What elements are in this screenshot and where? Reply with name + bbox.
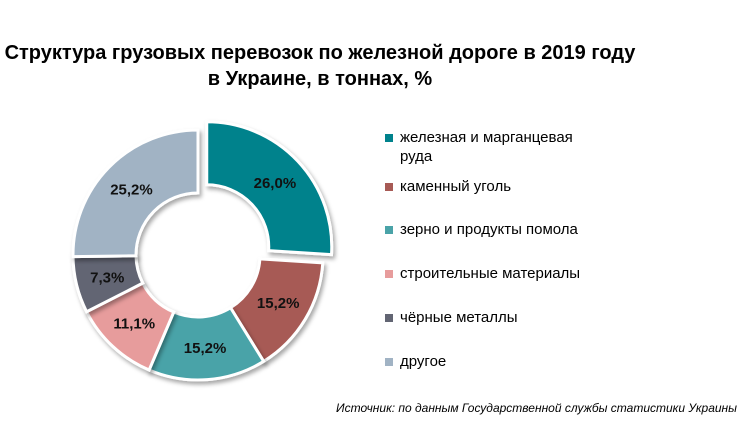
legend-item-ferrous-metals: чёрные металлы — [385, 308, 635, 327]
donut-slice-iron-ore — [205, 120, 334, 257]
legend-label: другое — [400, 353, 447, 370]
legend-swatch — [385, 314, 393, 322]
legend-label: строительные материалы — [400, 265, 581, 282]
slice-label-iron-ore: 26,0% — [254, 175, 297, 192]
legend-swatch — [385, 358, 393, 366]
source-note: Источник: по данным Государственной служ… — [336, 401, 737, 415]
slice-label-grain: 15,2% — [184, 340, 227, 357]
chart-title: Структура грузовых перевозок по железной… — [0, 40, 640, 92]
legend-label: каменный уголь — [400, 178, 512, 195]
legend-swatch — [385, 134, 393, 142]
legend-label: зерно и продукты помола — [400, 221, 578, 238]
slice-label-ferrous-metals: 7,3% — [90, 269, 124, 286]
legend-item-coal: каменный уголь — [385, 177, 635, 196]
donut-slices — [71, 120, 334, 382]
donut-slice-other — [71, 128, 200, 259]
legend-label: чёрные металлы — [400, 309, 518, 326]
donut-slice-labels: 26,0% 15,2% 15,2% 11,1% 7,3% 25,2% — [90, 175, 299, 357]
slice-label-construction: 11,1% — [113, 315, 155, 332]
slice-label-coal: 15,2% — [257, 295, 300, 312]
legend-item-other: другое — [385, 352, 635, 371]
legend-label: железная и марганцевая руда — [400, 129, 573, 165]
legend-item-grain: зерно и продукты помола — [385, 220, 635, 239]
chart-title-line-2: в Украине, в тоннах, % — [207, 68, 433, 90]
legend-item-construction: строительные материалы — [385, 264, 635, 283]
legend-swatch — [385, 226, 393, 234]
legend-swatch — [385, 183, 393, 191]
slice-label-other: 25,2% — [110, 181, 153, 198]
legend-item-iron-ore: железная и марганцевая руда — [385, 128, 635, 166]
chart-title-line-1: Структура грузовых перевозок по железной… — [4, 42, 636, 64]
legend-swatch — [385, 270, 393, 278]
